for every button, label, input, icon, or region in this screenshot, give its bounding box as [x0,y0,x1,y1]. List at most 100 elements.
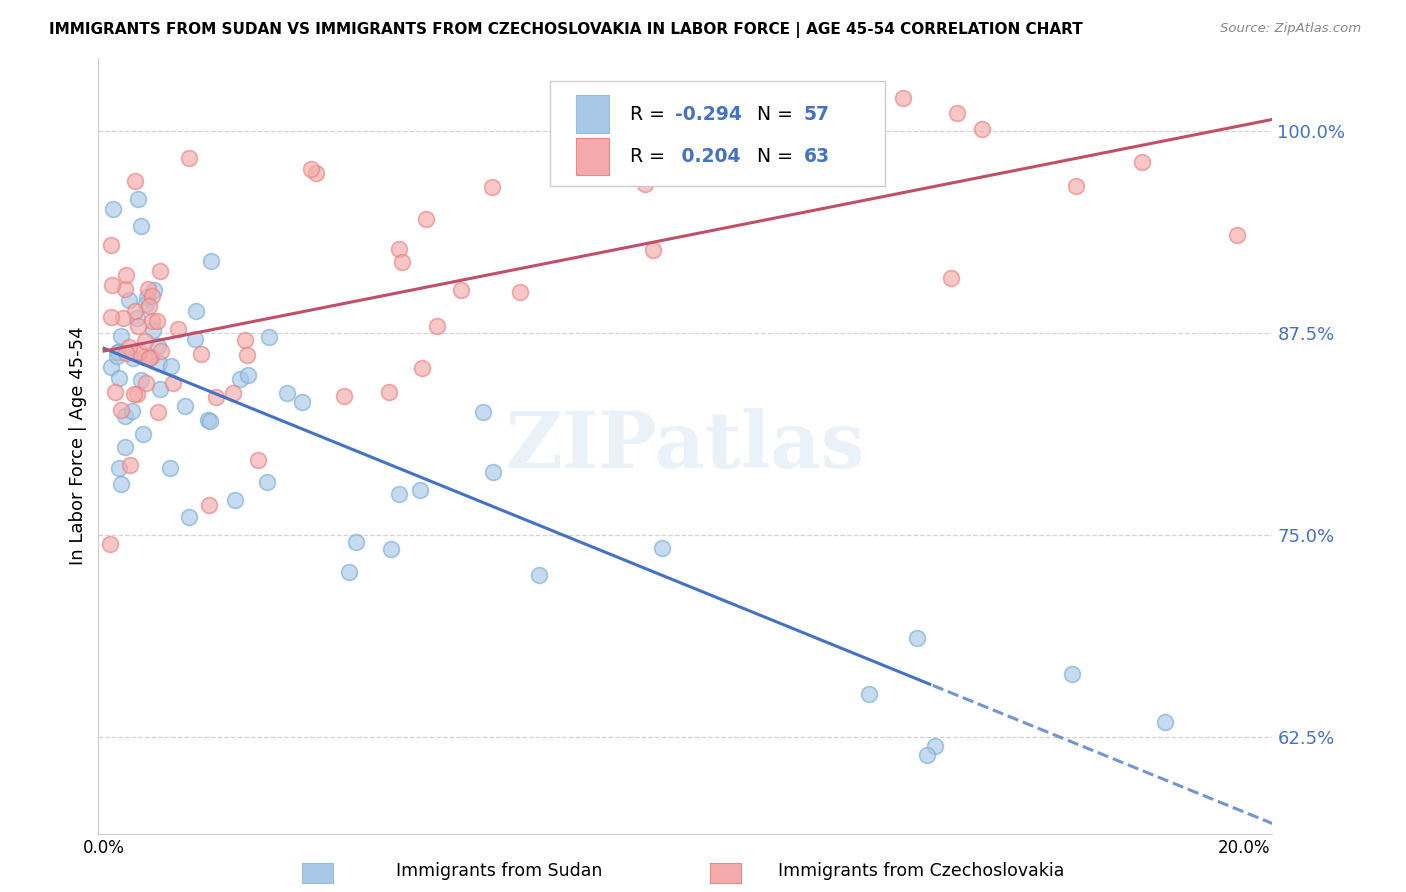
Point [391,255,413,269]
Point [651,541,673,555]
Text: R =: R = [630,147,671,166]
Point [141,350,163,364]
Point [98,537,121,551]
Point [291,394,314,409]
Point [114,409,136,423]
Point [256,475,278,489]
Point [146,314,169,328]
Point [247,453,270,467]
Point [337,566,360,580]
Text: Source: ZipAtlas.com: Source: ZipAtlas.com [1220,22,1361,36]
Point [426,318,449,333]
Point [107,345,129,359]
Text: Immigrants from Sudan: Immigrants from Sudan [396,862,602,880]
Point [125,387,148,401]
Point [114,281,136,295]
Point [135,376,157,390]
FancyBboxPatch shape [550,81,884,186]
Text: 63: 63 [804,147,830,166]
Point [1064,178,1087,193]
Point [118,293,141,308]
Point [200,414,222,428]
Point [100,310,122,325]
Point [110,329,132,343]
Point [127,318,149,333]
Point [159,460,181,475]
Point [236,368,259,382]
Point [110,402,132,417]
Point [200,254,222,268]
Point [124,174,146,188]
Point [233,333,256,347]
Point [125,310,148,325]
FancyBboxPatch shape [576,95,609,133]
Point [149,264,172,278]
Point [177,151,200,165]
Point [148,356,170,370]
Point [104,385,127,400]
Point [1130,155,1153,169]
Text: 0.204: 0.204 [675,147,741,166]
Text: -0.294: -0.294 [675,104,742,123]
FancyBboxPatch shape [576,138,609,176]
Point [184,332,207,346]
Point [148,382,170,396]
Point [141,323,163,337]
Point [858,687,880,701]
Point [509,285,531,299]
Point [114,268,136,282]
Point [129,374,152,388]
Point [1062,666,1084,681]
Point [190,347,212,361]
Point [529,568,551,582]
Point [124,303,146,318]
Point [132,427,155,442]
Point [228,372,250,386]
Point [1153,714,1175,729]
Point [643,243,665,257]
Point [136,282,159,296]
Point [205,390,228,404]
Point [378,384,401,399]
Point [162,376,184,390]
Point [118,340,141,354]
Point [101,202,124,217]
Point [101,278,124,293]
Point [411,360,433,375]
Point [122,387,145,401]
Point [198,499,221,513]
Text: R =: R = [630,104,671,123]
Point [108,461,131,475]
Point [114,440,136,454]
Point [481,180,503,194]
Point [235,348,257,362]
Point [482,466,505,480]
Point [915,747,938,762]
Point [134,334,156,349]
Point [143,284,166,298]
Point [184,304,207,318]
Point [136,290,159,304]
Text: Immigrants from Czechoslovakia: Immigrants from Czechoslovakia [778,862,1064,880]
Text: N =: N = [745,147,799,166]
Point [121,403,143,417]
Point [891,91,914,105]
Point [634,177,657,191]
Point [388,242,411,256]
Point [128,345,150,359]
Text: ZIPatlas: ZIPatlas [506,408,865,484]
Point [141,314,163,328]
Point [160,359,183,374]
Text: IMMIGRANTS FROM SUDAN VS IMMIGRANTS FROM CZECHOSLOVAKIA IN LABOR FORCE | AGE 45-: IMMIGRANTS FROM SUDAN VS IMMIGRANTS FROM… [49,22,1083,38]
Point [299,162,322,177]
Point [259,330,281,344]
Point [304,166,326,180]
Point [111,311,134,326]
Point [276,385,298,400]
Point [174,399,197,413]
Point [108,371,131,385]
Point [107,350,129,364]
Point [924,739,946,753]
Point [945,106,967,120]
Point [224,493,246,508]
